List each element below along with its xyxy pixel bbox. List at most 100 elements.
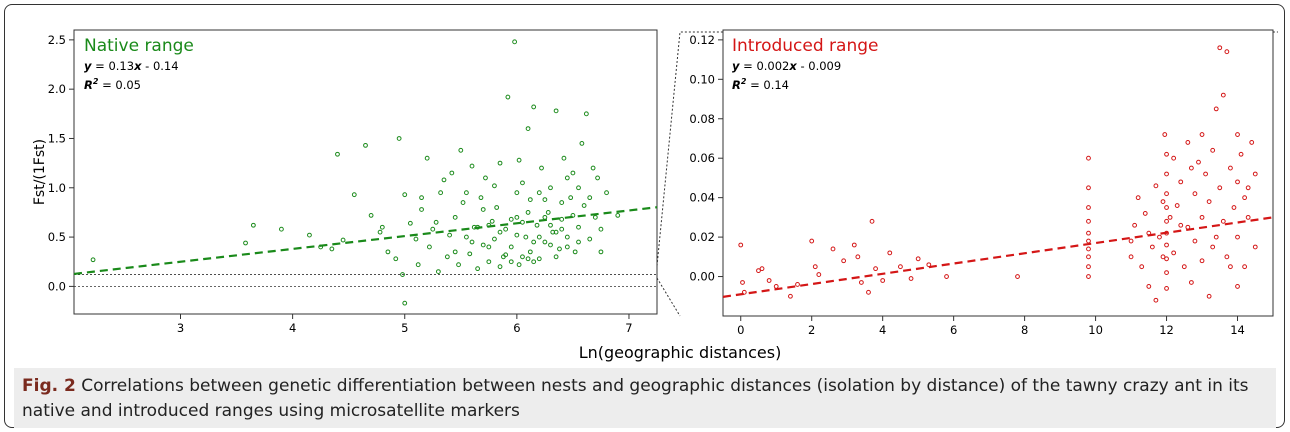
native-data-point (557, 246, 562, 252)
introduced-data-point (1086, 264, 1091, 270)
native-data-point (393, 256, 399, 262)
introduced-data-point (1220, 92, 1226, 98)
introduced-data-point (1228, 165, 1233, 171)
introduced-data-point (830, 246, 836, 252)
introduced-x-tick-label: 14 (1230, 323, 1245, 337)
native-data-point (583, 111, 589, 117)
native-data-point (561, 155, 567, 161)
introduced-data-point (1162, 132, 1168, 137)
native-data-point (456, 262, 461, 268)
introduced-data-point (866, 289, 871, 295)
native-x-tick-label: 6 (513, 321, 520, 335)
native-data-point (525, 126, 531, 132)
introduced-data-point (1217, 185, 1223, 191)
native-data-point (581, 203, 587, 208)
introduced-data-point (1164, 242, 1169, 248)
figure-caption-text: Correlations between genetic differentia… (22, 376, 1249, 421)
introduced-data-point (1235, 179, 1240, 185)
introduced-data-point (869, 218, 875, 224)
introduced-data-point (1199, 132, 1205, 137)
introduced-data-point (1245, 185, 1251, 191)
native-data-point (590, 165, 596, 171)
native-data-point (377, 229, 383, 235)
introduced-data-point (1164, 285, 1169, 291)
introduced-data-point (1164, 205, 1169, 210)
native-y-axis-label: Fst/(1Fst) (32, 139, 48, 205)
native-data-point (527, 249, 533, 255)
introduced-data-point (1164, 270, 1169, 276)
native-data-point (564, 244, 570, 250)
native-data-point (568, 195, 574, 201)
introduced-data-point (1185, 140, 1191, 145)
native-data-point (553, 108, 559, 114)
native-data-point (559, 200, 565, 205)
native-plot-frame (73, 29, 658, 315)
native-data-point (402, 192, 408, 198)
introduced-y-tick-label: 0.10 (689, 72, 715, 86)
introduced-x-tick-label: 4 (879, 323, 886, 337)
native-data-point (553, 229, 559, 235)
figure-caption: Fig. 2 Correlations between genetic diff… (14, 368, 1276, 428)
native-data-point (469, 163, 475, 169)
shared-x-axis-label: Ln(geographic distances) (579, 343, 782, 362)
native-data-point (368, 212, 374, 218)
native-data-point (536, 190, 542, 196)
introduced-data-point (898, 264, 903, 270)
native-data-point (531, 239, 537, 245)
native-data-point (413, 236, 419, 242)
introduced-data-point (1086, 218, 1091, 224)
native-data-point (536, 256, 542, 262)
introduced-data-point (908, 276, 914, 281)
introduced-data-point (1228, 264, 1233, 270)
native-data-point (379, 224, 385, 230)
introduced-data-point (1231, 205, 1237, 210)
introduced-data-point (1153, 297, 1159, 303)
native-data-point (520, 180, 525, 186)
introduced-data-point (1164, 171, 1169, 177)
introduced-data-point (1128, 254, 1134, 260)
introduced-data-point (1086, 185, 1091, 191)
introduced-data-point (1086, 155, 1091, 161)
introduced-data-point (1164, 256, 1169, 262)
introduced-data-point (1178, 179, 1184, 185)
introduced-x-tick-label: 10 (1088, 323, 1103, 337)
introduced-data-point (1164, 151, 1169, 157)
native-data-point (497, 160, 503, 166)
native-data-point (545, 210, 551, 215)
introduced-data-point (858, 280, 864, 285)
native-data-point (480, 207, 486, 212)
native-data-point (438, 190, 444, 196)
introduced-y-tick-label: 0.06 (689, 151, 715, 165)
native-data-point (335, 151, 340, 157)
native-data-point (542, 239, 548, 245)
introduced-x-tick-label: 6 (950, 323, 957, 337)
native-equation: y = 0.13x - 0.14 (84, 59, 179, 73)
native-data-point (340, 237, 346, 243)
native-title: Native range (84, 36, 194, 56)
native-data-point (548, 222, 553, 228)
native-data-point (497, 264, 503, 270)
native-data-point (553, 254, 559, 260)
native-data-point (452, 249, 458, 255)
introduced-title: Introduced range (732, 36, 878, 56)
native-data-point (534, 222, 540, 228)
native-data-point (441, 177, 447, 183)
native-data-point (525, 256, 531, 262)
native-data-point (329, 246, 335, 252)
introduced-data-point (812, 264, 818, 270)
native-data-point (525, 210, 531, 215)
native-data-point (415, 262, 421, 268)
introduced-data-point (1164, 218, 1169, 224)
introduced-data-point (1086, 274, 1091, 279)
native-data-point (604, 190, 609, 196)
introduced-data-point (1199, 258, 1205, 264)
native-data-point (478, 195, 484, 201)
native-data-point (400, 272, 405, 277)
introduced-data-point (887, 250, 893, 256)
native-data-point (508, 216, 514, 222)
native-data-point (483, 175, 488, 181)
introduced-data-point (1252, 171, 1258, 177)
native-data-point (480, 242, 486, 248)
introduced-data-point (766, 278, 772, 283)
native-data-point (598, 226, 604, 232)
